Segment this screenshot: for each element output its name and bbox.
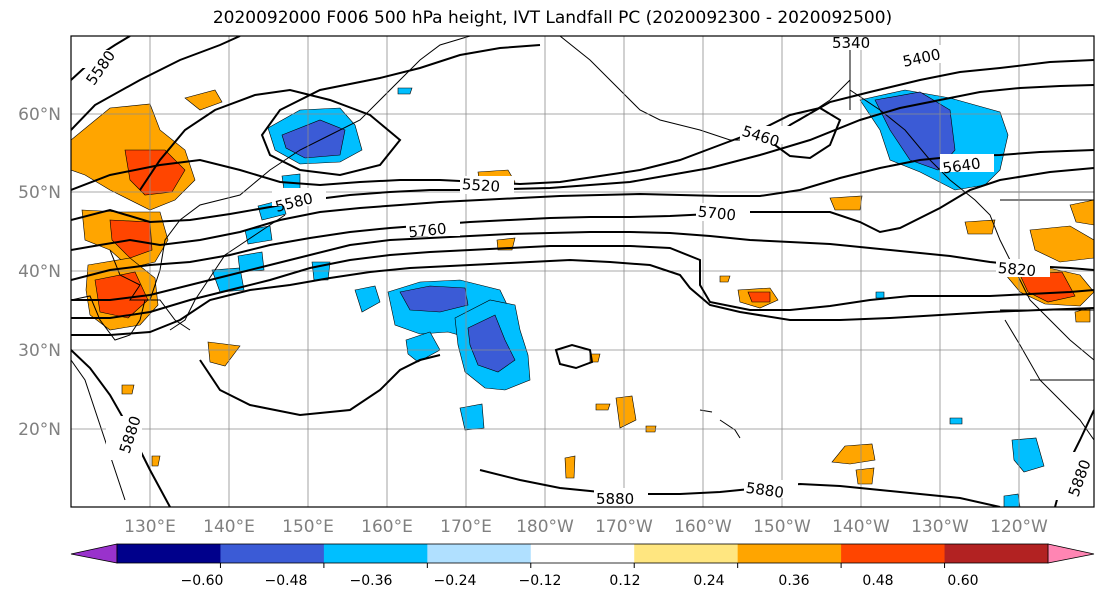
lat-label: 50°N (18, 183, 61, 203)
colorbar-cell (530, 544, 635, 563)
lat-label: 20°N (18, 420, 61, 440)
lat-label: 60°N (18, 105, 61, 125)
lon-label: 130°E (124, 517, 176, 537)
longitude-labels: 130°E 140°E 150°E 160°E 170°E 180°W 170°… (124, 517, 1048, 537)
colorbar-tick-label: −0.48 (265, 573, 308, 589)
lon-label: 150°E (282, 517, 334, 537)
lon-label: 170°E (440, 517, 492, 537)
lon-label: 170°W (595, 517, 653, 537)
colorbar: −0.60 −0.48 −0.36 −0.24 −0.12 0.12 0.24 … (70, 543, 1095, 589)
colorbar-tick-label: 0.60 (947, 573, 978, 589)
lat-label: 40°N (18, 262, 61, 282)
lon-label: 120°W (990, 517, 1048, 537)
lon-label: 140°E (203, 517, 255, 537)
colorbar-tick-label: −0.24 (434, 573, 477, 589)
colorbar-cell (117, 544, 221, 563)
lon-label: 180°W (516, 517, 574, 537)
colorbar-cell (944, 544, 1049, 563)
lon-label: 130°W (911, 517, 969, 537)
contour-label: 5520 (461, 175, 500, 196)
colorbar-tick-label: 0.12 (609, 573, 640, 589)
colorbar-tick-label: −0.36 (350, 573, 393, 589)
colorbar-tick-label: 0.36 (778, 573, 809, 589)
colorbar-tick-label: −0.60 (181, 573, 224, 589)
lon-label: 160°E (361, 517, 413, 537)
colorbar-cell (427, 544, 532, 563)
colorbar-cell (323, 544, 428, 563)
colorbar-cell (220, 544, 325, 563)
contour-label: 5880 (596, 490, 634, 508)
contour-label: 5880 (745, 479, 785, 502)
contour-label: 5760 (408, 220, 448, 242)
graticule (71, 36, 1094, 507)
lat-label: 30°N (18, 341, 61, 361)
colorbar-extend-high (1047, 543, 1095, 564)
colorbar-tick-label: −0.12 (519, 573, 562, 589)
contour-label: 5340 (832, 34, 870, 52)
colorbar-tick-label: 0.48 (862, 573, 893, 589)
contour-label: 5820 (997, 259, 1037, 280)
colorbar-cell (737, 544, 842, 563)
lon-label: 160°W (674, 517, 732, 537)
colorbar-cell (841, 544, 946, 563)
lon-label: 140°W (832, 517, 890, 537)
colorbar-tick-label: 0.24 (693, 573, 724, 589)
contour-label-group: 5580 5340 5400 5460 5640 5520 5580 5760 … (71, 34, 1094, 508)
latitude-labels: 60°N 50°N 40°N 30°N 20°N (18, 105, 61, 440)
positive-ivt-regions (71, 89, 1094, 485)
map-title: 2020092000 F006 500 hPa height, IVT Land… (212, 8, 893, 28)
colorbar-extend-low (70, 543, 118, 564)
contour-label: 5700 (697, 203, 737, 225)
colorbar-cell (634, 544, 739, 563)
contour-label: 5640 (941, 154, 981, 177)
lon-label: 150°W (753, 517, 811, 537)
map-frame (70, 35, 1095, 508)
